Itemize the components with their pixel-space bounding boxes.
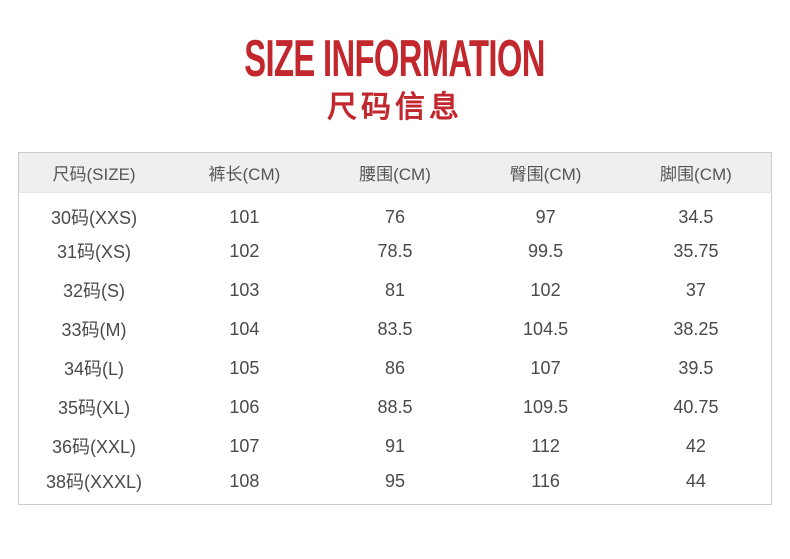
measurement-cell: 39.5 bbox=[620, 348, 772, 388]
measurement-cell: 116 bbox=[470, 465, 621, 505]
measurement-cell: 103 bbox=[169, 270, 320, 310]
page-title: SIZE INFORMATION bbox=[0, 33, 790, 85]
table-row: 31码(XS) 102 78.5 99.5 35.75 bbox=[18, 231, 772, 271]
measurement-cell: 37 bbox=[620, 270, 772, 310]
size-label-cell: 35码(XL) bbox=[18, 387, 170, 427]
measurement-cell: 101 bbox=[169, 192, 320, 232]
measurement-cell: 88.5 bbox=[319, 387, 471, 427]
table-row: 35码(XL) 106 88.5 109.5 40.75 bbox=[18, 387, 772, 427]
measurement-cell: 97 bbox=[470, 192, 621, 232]
measurement-cell: 35.75 bbox=[620, 231, 772, 271]
measurement-cell: 107 bbox=[470, 348, 621, 388]
table-row: 38码(XXXL) 108 95 116 44 bbox=[18, 465, 772, 505]
table-row: 34码(L) 105 86 107 39.5 bbox=[18, 348, 772, 388]
measurement-cell: 108 bbox=[169, 465, 320, 505]
size-label-cell: 33码(M) bbox=[18, 309, 170, 349]
size-label-cell: 32码(S) bbox=[18, 270, 170, 310]
measurement-cell: 78.5 bbox=[319, 231, 471, 271]
measurement-cell: 109.5 bbox=[470, 387, 621, 427]
header-row: 尺码(SIZE) 裤长(CM) 腰围(CM) 臀围(CM) 脚围(CM) bbox=[18, 152, 772, 193]
measurement-cell: 38.25 bbox=[620, 309, 772, 349]
size-table: 尺码(SIZE) 裤长(CM) 腰围(CM) 臀围(CM) 脚围(CM) 30码(XXS… bbox=[18, 152, 772, 505]
size-label-cell: 31码(XS) bbox=[18, 231, 170, 271]
column-header-4: 脚围(CM) bbox=[620, 152, 772, 193]
column-header-0: 尺码(SIZE) bbox=[18, 152, 170, 193]
measurement-cell: 40.75 bbox=[620, 387, 772, 427]
measurement-cell: 83.5 bbox=[319, 309, 471, 349]
measurement-cell: 42 bbox=[620, 426, 772, 466]
size-table-body: 30码(XXS) 101 76 97 34.5 31码(XS) 102 78.5 99.5 35.… bbox=[18, 192, 772, 505]
measurement-cell: 104.5 bbox=[470, 309, 621, 349]
measurement-cell: 91 bbox=[319, 426, 471, 466]
measurement-cell: 112 bbox=[470, 426, 621, 466]
table-row: 32码(S) 103 81 102 37 bbox=[18, 270, 772, 310]
column-header-3: 臀围(CM) bbox=[470, 152, 621, 193]
size-label-cell: 36码(XXL) bbox=[18, 426, 170, 466]
measurement-cell: 81 bbox=[319, 270, 471, 310]
measurement-cell: 34.5 bbox=[620, 192, 772, 232]
page-subtitle: 尺码信息 bbox=[327, 91, 463, 124]
column-header-2: 腰围(CM) bbox=[319, 152, 471, 193]
measurement-cell: 102 bbox=[470, 270, 621, 310]
size-table-head: 尺码(SIZE) 裤长(CM) 腰围(CM) 臀围(CM) 脚围(CM) bbox=[18, 152, 772, 193]
page-title-text: SIZE INFORMATION bbox=[244, 30, 546, 88]
column-header-1: 裤长(CM) bbox=[169, 152, 320, 193]
measurement-cell: 99.5 bbox=[470, 231, 621, 271]
measurement-cell: 86 bbox=[319, 348, 471, 388]
size-label-cell: 30码(XXS) bbox=[18, 192, 170, 232]
measurement-cell: 106 bbox=[169, 387, 320, 427]
table-row: 36码(XXL) 107 91 112 42 bbox=[18, 426, 772, 466]
title-block: SIZE INFORMATION 尺码信息 bbox=[0, 0, 790, 126]
measurement-cell: 76 bbox=[319, 192, 471, 232]
table-row: 33码(M) 104 83.5 104.5 38.25 bbox=[18, 309, 772, 349]
size-label-cell: 34码(L) bbox=[18, 348, 170, 388]
measurement-cell: 104 bbox=[169, 309, 320, 349]
size-label-cell: 38码(XXXL) bbox=[18, 465, 170, 505]
measurement-cell: 102 bbox=[169, 231, 320, 271]
measurement-cell: 105 bbox=[169, 348, 320, 388]
measurement-cell: 44 bbox=[620, 465, 772, 505]
measurement-cell: 95 bbox=[319, 465, 471, 505]
table-row: 30码(XXS) 101 76 97 34.5 bbox=[18, 192, 772, 232]
measurement-cell: 107 bbox=[169, 426, 320, 466]
size-information-page: SIZE INFORMATION 尺码信息 尺码(SIZE) 裤长(CM) 腰围(C… bbox=[0, 0, 790, 505]
